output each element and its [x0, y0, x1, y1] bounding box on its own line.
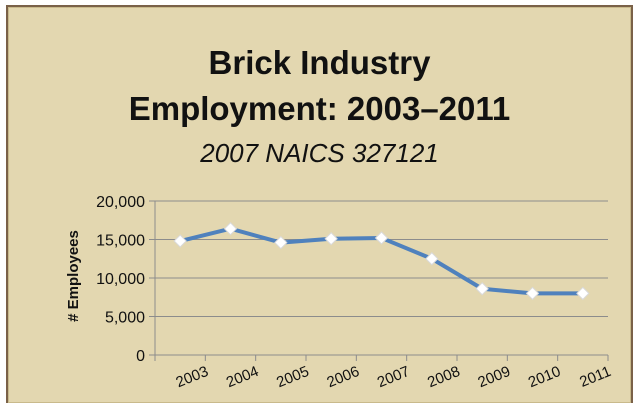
y-axis-label: # Employees — [65, 230, 82, 322]
gridlines — [155, 200, 608, 317]
x-tick-label: 2011 — [577, 363, 613, 391]
y-tick-labels: 0 5,000 10,000 15,000 20,000 — [96, 194, 145, 365]
data-point — [475, 282, 489, 296]
data-point — [525, 286, 540, 301]
x-tick-label: 2004 — [224, 363, 261, 391]
chart-title-line-2: Employment: 2003–2011 — [128, 90, 511, 127]
chart-title-line-1: Brick Industry — [208, 44, 431, 81]
data-point — [324, 232, 338, 246]
x-tick-label: 2003 — [174, 363, 211, 391]
data-point — [223, 222, 238, 236]
x-tick-label: 2006 — [325, 363, 362, 391]
y-tick-label: 10,000 — [96, 271, 145, 288]
x-tick-label: 2005 — [274, 363, 311, 391]
x-tick-label: 2009 — [476, 363, 513, 391]
data-point — [425, 252, 439, 266]
x-tick-labels: 2003 2004 2005 2006 2007 2008 2009 2010 2011 — [174, 363, 614, 391]
y-tick-label: 15,000 — [96, 233, 145, 250]
data-point — [576, 286, 590, 301]
chart-subtitle: 2007 NAICS 327121 — [200, 138, 439, 168]
data-point — [173, 234, 187, 248]
x-tick-label: 2008 — [425, 363, 462, 391]
y-tick-label: 0 — [136, 348, 145, 365]
y-tick-label: 5,000 — [105, 310, 145, 327]
x-tick-label: 2010 — [526, 363, 563, 391]
y-tick-label: 20,000 — [96, 194, 145, 211]
data-point — [374, 231, 389, 245]
data-point — [274, 235, 288, 250]
series-layer — [173, 222, 590, 301]
x-tick-label: 2007 — [375, 363, 412, 391]
chart-frame: Brick Industry Employment: 2003–2011 200… — [6, 5, 633, 403]
axes — [149, 200, 609, 361]
